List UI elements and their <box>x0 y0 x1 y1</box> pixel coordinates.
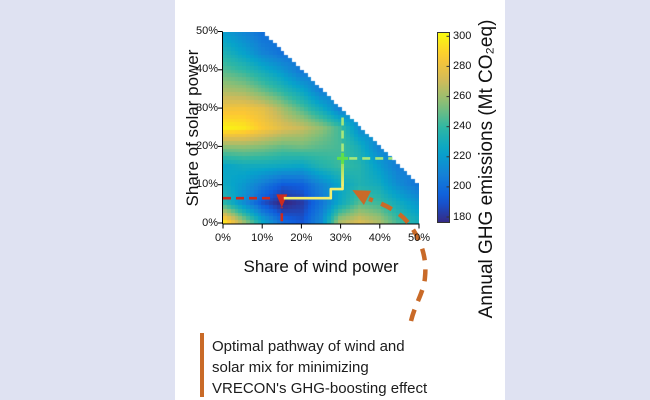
y-tick-30: 30% <box>195 101 218 114</box>
callout-arrow <box>352 190 428 322</box>
cb-tick-220: 220 <box>453 150 472 163</box>
y-tick-20: 20% <box>195 139 218 152</box>
caption-line-2: solar mix for minimizing <box>212 359 369 376</box>
x-tick-10: 10% <box>251 232 274 244</box>
x-tick-40: 40% <box>368 232 391 244</box>
plot-axes <box>218 31 420 229</box>
cb-tick-280: 280 <box>453 59 472 72</box>
colorbar-label: Annual GHG emissions (Mt CO₂eq) <box>476 19 497 319</box>
y-tick-0: 0% <box>202 216 218 229</box>
y-tick-40: 40% <box>195 63 218 76</box>
y-tick-50: 50% <box>195 25 218 37</box>
x-tick-50: 50% <box>407 232 431 244</box>
caption-accent-bar <box>200 333 204 397</box>
x-tick-20: 20% <box>290 232 313 244</box>
x-axis-label: Share of wind power <box>243 257 399 276</box>
cb-tick-240: 240 <box>453 120 472 133</box>
colorbar-ticks <box>446 35 450 218</box>
colorbar <box>437 32 450 223</box>
y-tick-10: 10% <box>195 178 218 191</box>
caption-line-3: VRECON's GHG-boosting effect <box>212 380 428 397</box>
caption-line-1: Optimal pathway of wind and <box>212 338 405 355</box>
x-tick-30: 30% <box>329 232 352 244</box>
y-axis-label: Share of solar power <box>183 49 202 207</box>
cb-tick-200: 200 <box>453 180 472 193</box>
cb-tick-300: 300 <box>453 29 472 42</box>
x-tick-0: 0% <box>215 232 231 244</box>
ghg-heatmap <box>223 32 419 224</box>
caption-text: Optimal pathway of wind and solar mix fo… <box>212 336 427 399</box>
cb-tick-260: 260 <box>453 90 472 103</box>
cb-tick-180: 180 <box>453 210 472 223</box>
pathway-annotations <box>223 113 393 222</box>
